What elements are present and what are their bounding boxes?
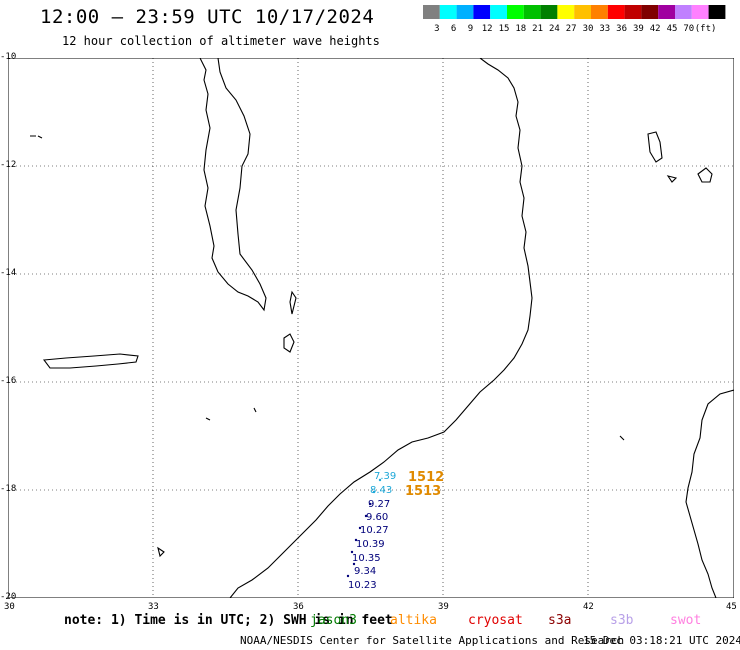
colorbar-label: 39 xyxy=(633,24,644,34)
east-africa-coastline xyxy=(229,58,533,598)
colorbar-swatch xyxy=(624,5,642,19)
map-subtitle: 12 hour collection of altimeter wave hei… xyxy=(62,34,380,48)
colorbar-label: 24 xyxy=(549,24,560,34)
coastlines xyxy=(30,58,734,598)
wave-height-label: 10.39 xyxy=(356,539,385,550)
altimeter-observations xyxy=(346,478,382,578)
colorbar-label: 42 xyxy=(650,24,661,34)
satellite-legend-cryosat: cryosat xyxy=(468,613,523,628)
colorbar-swatch xyxy=(490,5,507,19)
colorbar-swatch xyxy=(691,5,709,19)
colorbar-label: (ft) xyxy=(695,24,717,34)
generated-timestamp: 15 Dec 03:18:21 UTC 2024 xyxy=(583,634,740,647)
lat-label: -14 xyxy=(0,268,17,278)
wave-height-label: 10.35 xyxy=(352,553,381,564)
wave-height-label: 9.27 xyxy=(368,499,391,510)
lat-label: -20 xyxy=(0,592,17,602)
comoros-anjouan xyxy=(697,167,713,183)
colorbar-label: 15 xyxy=(499,24,510,34)
map-title: 12:00 – 23:59 UTC 10/17/2024 xyxy=(40,6,375,28)
colorbar-swatch xyxy=(523,5,541,19)
satellite-legend-jason3: jason3 xyxy=(310,613,357,628)
lon-label: 30 xyxy=(4,602,15,612)
satellite-legend-swot: swot xyxy=(670,613,702,628)
colorbar-swatch xyxy=(675,5,692,19)
lat-label: -10 xyxy=(0,52,17,62)
colorbar-label: 21 xyxy=(532,24,543,34)
colorbar-swatch xyxy=(507,5,524,19)
madagascar-coastline xyxy=(685,389,734,598)
lon-label: 39 xyxy=(438,602,449,612)
lon-label: 33 xyxy=(148,602,159,612)
colorbar-label: 27 xyxy=(566,24,577,34)
lon-label: 45 xyxy=(726,602,737,612)
colorbar-label: 70 xyxy=(683,24,694,34)
lon-label: 36 xyxy=(293,602,304,612)
wave-height-label: 8.43 xyxy=(370,485,393,496)
lon-label: 42 xyxy=(583,602,594,612)
colorbar-label: 36 xyxy=(616,24,627,34)
colorbar-swatch xyxy=(557,5,575,19)
satellite-legend-altika: altika xyxy=(390,613,437,628)
satellite-legend-s3b: s3b xyxy=(610,613,634,628)
colorbar-label: 30 xyxy=(583,24,594,34)
comoros-grande-comore xyxy=(647,131,663,163)
colorbar-label: 9 xyxy=(468,24,473,34)
western-lake-outline xyxy=(42,353,139,369)
map-gridlines xyxy=(8,58,734,598)
colorbar-label: 45 xyxy=(667,24,678,34)
wave-height-label: 10.23 xyxy=(348,580,377,591)
colorbar-label: 3 xyxy=(434,24,439,34)
observation-point xyxy=(346,574,350,578)
lat-label: -12 xyxy=(0,160,17,170)
colorbar-swatch xyxy=(473,5,491,19)
wave-height-label: 7.39 xyxy=(374,471,397,482)
colorbar-swatch xyxy=(708,5,726,19)
colorbar-swatch xyxy=(591,5,608,19)
colorbar-swatch xyxy=(456,5,474,19)
observation-point xyxy=(352,562,356,566)
lake-malawi-outline xyxy=(199,58,267,312)
wave-height-label: 9.60 xyxy=(366,512,389,523)
colorbar-swatch xyxy=(439,5,457,19)
wave-height-map[interactable] xyxy=(8,58,734,598)
observation-point xyxy=(378,478,382,482)
credit-text: NOAA/NESDIS Center for Satellite Applica… xyxy=(240,634,625,647)
colorbar-swatch xyxy=(423,5,440,19)
lat-label: -18 xyxy=(0,484,17,494)
observation-point xyxy=(364,514,368,518)
observation-point xyxy=(368,502,372,506)
wave-height-label: 10.27 xyxy=(360,525,389,536)
wave-height-colorbar: 3 6 9 12 15 18 21 24 27 30 33 36 39 42 45 70 (ft) xyxy=(423,5,726,34)
footer-note: note: 1) Time is in UTC; 2) SWH is in fe… xyxy=(64,613,393,628)
colorbar-swatch xyxy=(607,5,625,19)
lat-label: -16 xyxy=(0,376,17,386)
satellite-legend-s3a: s3a xyxy=(548,613,572,628)
observation-point xyxy=(354,538,358,542)
colorbar-swatch xyxy=(658,5,675,19)
observation-point xyxy=(372,490,376,494)
colorbar-swatch xyxy=(540,5,558,19)
colorbar-label: 33 xyxy=(599,24,610,34)
lake-chilwa-outline xyxy=(283,333,295,353)
wave-height-label: 9.34 xyxy=(354,566,377,577)
colorbar-label: 18 xyxy=(515,24,526,34)
pass-number-label: 1512 xyxy=(408,470,445,485)
pass-number-label: 1513 xyxy=(405,484,442,499)
observation-point xyxy=(350,550,354,554)
colorbar-swatch xyxy=(574,5,591,19)
colorbar-swatch xyxy=(641,5,659,19)
observation-point xyxy=(358,526,362,530)
colorbar-label: 12 xyxy=(482,24,493,34)
colorbar-label: 6 xyxy=(451,24,456,34)
